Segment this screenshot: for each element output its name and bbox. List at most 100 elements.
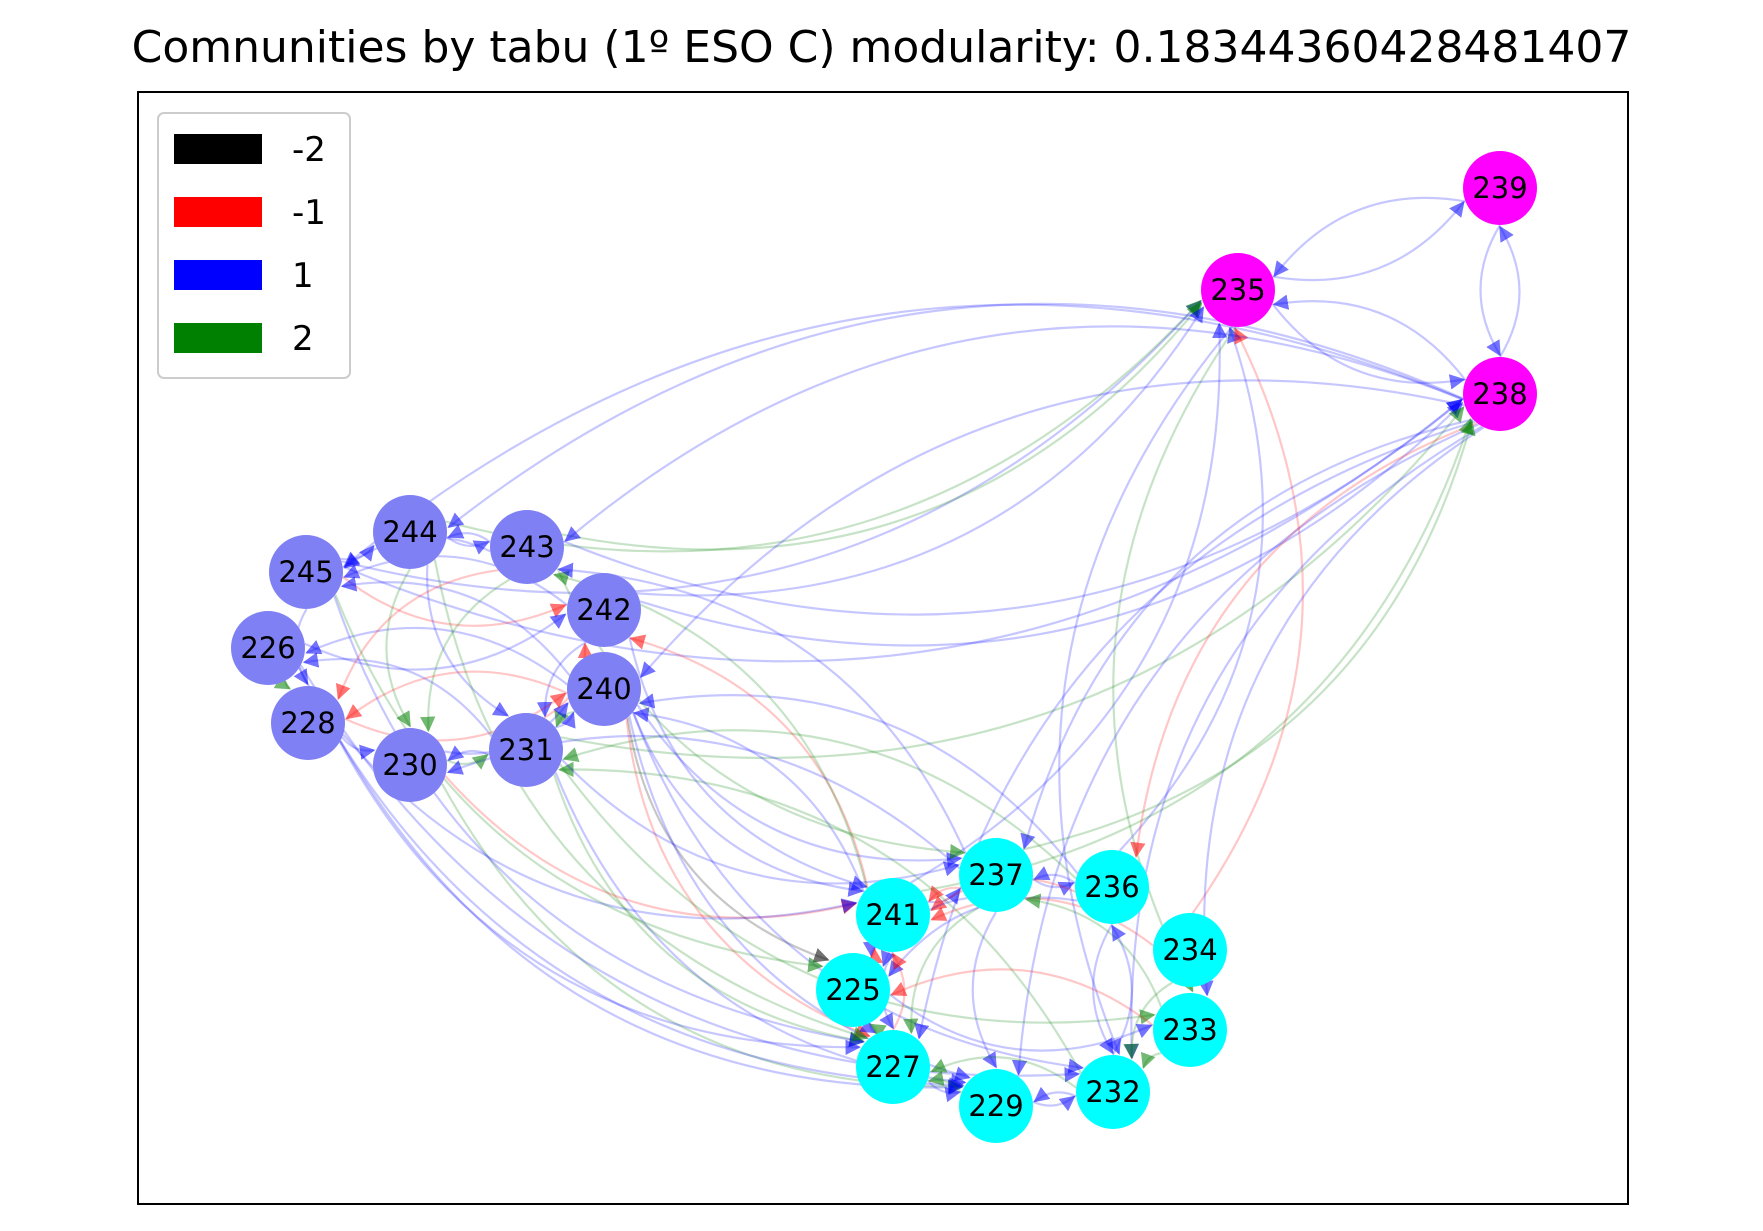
edge-238-239 — [1499, 225, 1521, 358]
node-circle-239 — [1463, 151, 1537, 225]
edge-226-242 — [304, 613, 567, 671]
edge-225-241 — [867, 947, 884, 964]
node-243: 243 — [490, 510, 564, 584]
edge-240-228 — [345, 670, 568, 720]
nodes-layer: 245 244 243 242 226 240 228 230 231 237 236 241 234 2… — [231, 151, 1537, 1143]
node-label-231: 231 — [498, 733, 553, 767]
node-241: 241 — [856, 878, 930, 952]
node-230: 230 — [373, 728, 447, 802]
node-circle-236 — [1075, 850, 1149, 924]
node-234: 234 — [1153, 913, 1227, 987]
edge-243-235 — [561, 302, 1203, 551]
edge-229-232 — [1032, 1095, 1076, 1112]
edge-236-225 — [888, 896, 1078, 977]
edge-232-236 — [1111, 924, 1133, 1056]
node-242: 242 — [567, 573, 641, 647]
node-circle-226 — [231, 611, 305, 685]
edge-231-238 — [560, 406, 1465, 759]
node-circle-237 — [959, 838, 1033, 912]
edge-235-238 — [1271, 303, 1466, 390]
node-circle-244 — [373, 495, 447, 569]
edge-245-227 — [333, 595, 865, 1048]
edges-layer — [273, 196, 1521, 1112]
node-label-238: 238 — [1472, 377, 1527, 411]
node-circle-242 — [567, 573, 641, 647]
node-231: 231 — [489, 713, 563, 787]
edge-244-230 — [385, 568, 411, 728]
edge-238-240 — [639, 379, 1466, 678]
legend-label-0: -2 — [292, 130, 326, 170]
edge-242-235 — [636, 306, 1205, 597]
edge-229-227 — [927, 1070, 963, 1094]
node-circle-228 — [271, 686, 345, 760]
edge-236-232 — [1092, 923, 1114, 1055]
edge-235-233 — [1112, 326, 1237, 993]
edge-228-240 — [344, 692, 567, 742]
edge-238-235 — [1272, 294, 1467, 381]
node-label-227: 227 — [865, 1050, 920, 1084]
edge-241-242 — [629, 634, 869, 889]
edge-225-233 — [889, 993, 1153, 1052]
legend-label-3: 2 — [292, 319, 314, 359]
graph-title: Comnunities by tabu (1º ESO C) modularit… — [131, 22, 1632, 73]
node-236: 236 — [1075, 850, 1149, 924]
edge-236-240 — [638, 693, 1079, 875]
node-circle-238 — [1463, 357, 1537, 431]
edge-232-231 — [558, 761, 1082, 1074]
edge-236-231 — [562, 729, 1077, 880]
legend-label-1: -1 — [292, 193, 326, 233]
node-circle-225 — [816, 953, 890, 1027]
edge-243-244 — [447, 524, 491, 544]
edge-238-233 — [1198, 426, 1485, 997]
node-237: 237 — [959, 838, 1033, 912]
legend-swatch-0 — [174, 134, 262, 164]
edge-239-235 — [1273, 196, 1466, 278]
node-label-244: 244 — [382, 515, 437, 549]
node-label-234: 234 — [1162, 933, 1217, 967]
edge-232-227 — [930, 1056, 1077, 1089]
edge-242-238 — [639, 402, 1464, 647]
node-239: 239 — [1463, 151, 1537, 225]
node-245: 245 — [269, 535, 343, 609]
edge-240-237 — [636, 704, 963, 868]
edge-231-226 — [302, 652, 493, 738]
edge-236-235 — [1118, 326, 1264, 852]
edge-238-236 — [1130, 422, 1478, 858]
edge-244-227 — [433, 559, 869, 1042]
node-label-240: 240 — [576, 672, 631, 706]
edge-245-225 — [334, 594, 824, 973]
edge-230-241 — [444, 775, 858, 919]
legend-label-2: 1 — [292, 256, 314, 296]
edge-231-230 — [447, 745, 490, 761]
edge-232-229 — [1033, 1086, 1077, 1103]
edge-238-229 — [1011, 423, 1480, 1076]
edge-228-229 — [339, 740, 964, 1096]
edge-237-243 — [557, 562, 967, 855]
edge-240-232 — [631, 711, 1084, 1074]
node-label-245: 245 — [278, 555, 333, 589]
node-label-236: 236 — [1084, 870, 1139, 904]
node-235: 235 — [1201, 253, 1275, 327]
legend-box — [157, 112, 351, 379]
edge-233-232 — [1140, 1051, 1162, 1069]
plot-frame — [137, 91, 1629, 1205]
node-label-226: 226 — [240, 631, 295, 665]
legend-swatch-3 — [174, 323, 262, 353]
node-circle-231 — [489, 713, 563, 787]
edge-227-225 — [869, 1023, 887, 1039]
node-label-229: 229 — [968, 1089, 1023, 1123]
legend: -2 -1 1 2 — [157, 112, 351, 379]
edge-226-228 — [273, 674, 291, 690]
edge-228-227 — [338, 741, 861, 1056]
edge-234-232 — [1123, 981, 1173, 1060]
node-circle-229 — [959, 1069, 1033, 1143]
node-circle-227 — [856, 1030, 930, 1104]
edge-238-227 — [914, 420, 1476, 1040]
edge-237-236 — [1032, 877, 1075, 896]
edge-240-226 — [305, 626, 568, 686]
node-circle-241 — [856, 878, 930, 952]
edge-233-237 — [1024, 893, 1163, 1008]
node-circle-234 — [1153, 913, 1227, 987]
edge-244-231 — [426, 564, 510, 717]
